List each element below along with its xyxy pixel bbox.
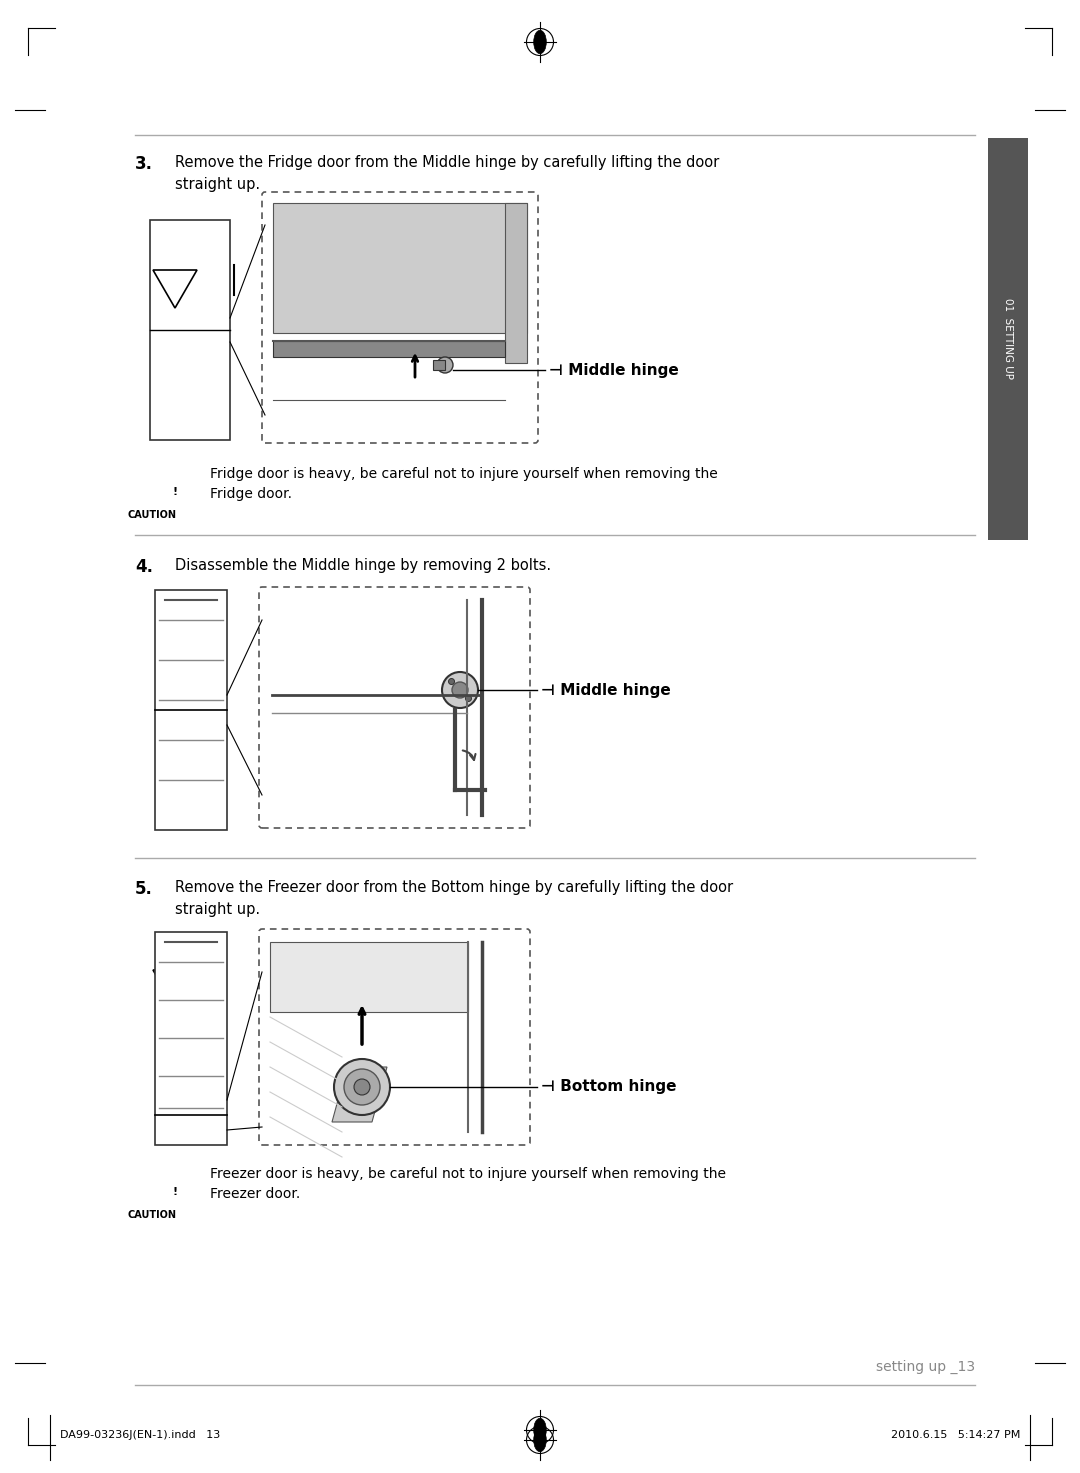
Text: setting up _13: setting up _13: [876, 1360, 975, 1374]
Text: Freezer door is heavy, be careful not to injure yourself when removing the: Freezer door is heavy, be careful not to…: [210, 1167, 726, 1181]
Text: Fridge door is heavy, be careful not to injure yourself when removing the: Fridge door is heavy, be careful not to …: [210, 467, 718, 482]
Bar: [270, 943, 468, 1012]
Polygon shape: [153, 270, 197, 308]
Text: 2010.6.15   5:14:27 PM: 2010.6.15 5:14:27 PM: [891, 1430, 1020, 1441]
Text: ⊣ Bottom hinge: ⊣ Bottom hinge: [541, 1080, 676, 1094]
Text: 5.: 5.: [135, 879, 153, 899]
Text: straight up.: straight up.: [175, 901, 260, 918]
Circle shape: [465, 695, 472, 701]
Circle shape: [453, 682, 468, 698]
Text: Remove the Freezer door from the Bottom hinge by carefully lifting the door: Remove the Freezer door from the Bottom …: [175, 879, 733, 896]
Bar: [433, 359, 445, 370]
Text: DA99-03236J(EN-1).indd   13: DA99-03236J(EN-1).indd 13: [60, 1430, 220, 1441]
Ellipse shape: [534, 31, 546, 53]
Circle shape: [448, 679, 455, 685]
Bar: [988, 138, 1028, 541]
Text: !: !: [173, 488, 177, 496]
Text: CAUTION: CAUTION: [127, 1209, 176, 1220]
Text: 3.: 3.: [135, 155, 153, 172]
Text: Remove the Fridge door from the Middle hinge by carefully lifting the door: Remove the Fridge door from the Middle h…: [175, 155, 719, 169]
Text: !: !: [173, 1187, 177, 1198]
Bar: [273, 203, 527, 333]
Circle shape: [334, 1059, 390, 1115]
Circle shape: [354, 1080, 370, 1094]
Bar: [150, 219, 230, 440]
Circle shape: [437, 356, 453, 373]
Bar: [156, 932, 227, 1145]
Text: Freezer door.: Freezer door.: [210, 1187, 300, 1200]
Bar: [505, 203, 527, 362]
Text: straight up.: straight up.: [175, 177, 260, 191]
Circle shape: [345, 1069, 380, 1105]
Text: 4.: 4.: [135, 558, 153, 576]
Polygon shape: [153, 971, 197, 1008]
Text: Disassemble the Middle hinge by removing 2 bolts.: Disassemble the Middle hinge by removing…: [175, 558, 551, 573]
Ellipse shape: [534, 1429, 546, 1452]
FancyBboxPatch shape: [259, 929, 530, 1145]
Ellipse shape: [534, 1418, 546, 1442]
FancyBboxPatch shape: [259, 588, 530, 828]
FancyBboxPatch shape: [262, 191, 538, 443]
Text: ⊣ Middle hinge: ⊣ Middle hinge: [549, 362, 678, 377]
Text: ⊣ Middle hinge: ⊣ Middle hinge: [541, 682, 671, 698]
Polygon shape: [332, 1066, 387, 1122]
Circle shape: [442, 672, 478, 709]
Text: Fridge door.: Fridge door.: [210, 488, 292, 501]
Text: 01  SETTING UP: 01 SETTING UP: [1003, 299, 1013, 380]
Bar: [156, 591, 227, 829]
Bar: [273, 342, 505, 356]
Text: CAUTION: CAUTION: [127, 510, 176, 520]
